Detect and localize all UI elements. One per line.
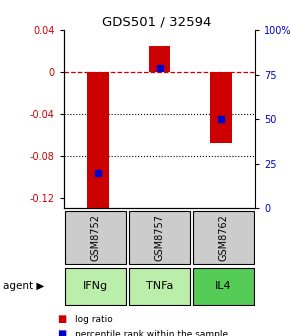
Text: log ratio: log ratio [75, 315, 113, 324]
Bar [129, 268, 190, 305]
Text: IFNg: IFNg [83, 282, 108, 291]
Text: GDS501 / 32594: GDS501 / 32594 [102, 15, 211, 28]
Bar [129, 211, 190, 264]
Bar [65, 268, 126, 305]
Bar [149, 46, 170, 72]
Bar [193, 211, 254, 264]
Text: GSM8757: GSM8757 [155, 214, 164, 261]
Bar [87, 72, 108, 208]
Text: TNFa: TNFa [146, 282, 173, 291]
Bar [193, 268, 254, 305]
Text: ■: ■ [58, 329, 70, 336]
Bar [65, 211, 126, 264]
Text: ■: ■ [58, 314, 70, 324]
Text: IL4: IL4 [215, 282, 232, 291]
Text: percentile rank within the sample: percentile rank within the sample [75, 330, 229, 336]
Text: GSM8752: GSM8752 [91, 214, 101, 261]
Bar [211, 72, 232, 143]
Text: agent ▶: agent ▶ [3, 282, 44, 291]
Text: GSM8762: GSM8762 [218, 214, 228, 261]
